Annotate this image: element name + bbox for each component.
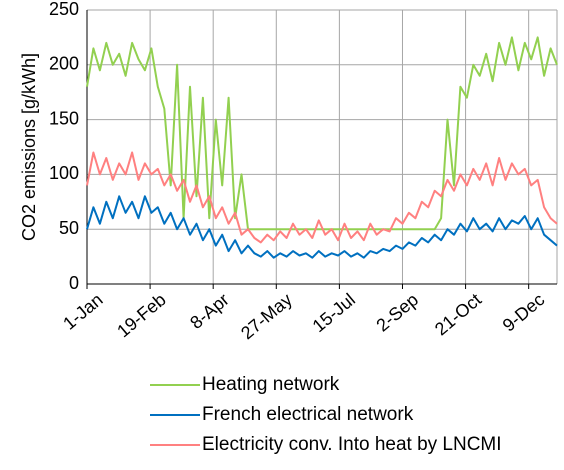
y-tick-label: 100 <box>49 163 79 183</box>
y-tick-label: 150 <box>49 108 79 128</box>
y-tick-label: 200 <box>49 54 79 74</box>
x-tick-label: 9-Dec <box>499 289 549 335</box>
series-line <box>86 195 558 259</box>
y-tick-label: 0 <box>69 273 79 293</box>
legend-label: Heating network <box>202 374 340 395</box>
y-tick-label: 250 <box>49 0 79 19</box>
y-axis-label: CO2 emissions [g/kWh] <box>19 53 39 241</box>
x-tick-label: 27-May <box>237 289 296 343</box>
legend-label: French electrical network <box>202 404 414 425</box>
x-tick-label: 15-Jul <box>309 289 359 336</box>
x-tick-label: 21-Oct <box>431 289 485 339</box>
x-tick-label: 19-Feb <box>113 289 170 341</box>
series-line <box>86 151 558 244</box>
series-line <box>86 36 558 231</box>
x-tick-label: 8-Apr <box>186 289 233 333</box>
legend-label: Electricity conv. Into heat by LNCMI <box>202 434 502 455</box>
y-tick-label: 50 <box>59 218 79 238</box>
x-tick-label: 1-Jan <box>59 289 106 333</box>
x-tick-label: 2-Sep <box>372 289 422 335</box>
